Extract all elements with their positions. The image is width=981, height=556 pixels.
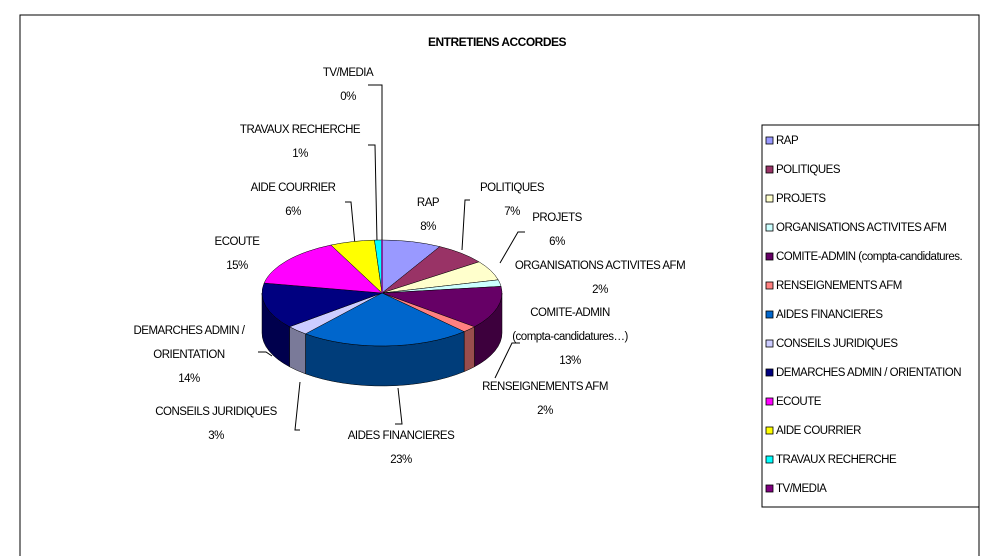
data-label: POLITIQUES 7% bbox=[479, 176, 545, 224]
slice-name: RENSEIGNEMENTS AFM bbox=[482, 381, 608, 393]
slice-percent: 6% bbox=[549, 236, 565, 248]
legend-swatch bbox=[765, 484, 774, 493]
slice-name: ECOUTE bbox=[214, 236, 260, 248]
legend-swatch bbox=[765, 136, 774, 145]
legend-swatch bbox=[765, 281, 774, 290]
slice-percent: 3% bbox=[208, 430, 224, 442]
data-label: AIDES FINANCIERES 23% bbox=[348, 424, 455, 472]
slice-name: DEMARCHES ADMIN / ORIENTATION bbox=[133, 325, 246, 361]
legend-label: COMITE-ADMIN (compta-candidatures. bbox=[776, 251, 963, 263]
legend-label: DEMARCHES ADMIN / ORIENTATION bbox=[776, 367, 961, 379]
slice-name: TV/MEDIA bbox=[322, 67, 374, 79]
legend-label: AIDES FINANCIERES bbox=[776, 309, 883, 321]
slice-percent: 13% bbox=[559, 355, 581, 367]
data-label: CONSEILS JURIDIQUES 3% bbox=[155, 400, 277, 448]
legend-swatch bbox=[765, 455, 774, 464]
data-label: DEMARCHES ADMIN / ORIENTATION 14% bbox=[119, 319, 259, 391]
slice-name: RAP bbox=[416, 197, 440, 209]
legend-label: RAP bbox=[776, 135, 799, 147]
data-label: RAP 8% bbox=[416, 191, 440, 239]
slice-name: POLITIQUES bbox=[479, 182, 545, 194]
slice-percent: 8% bbox=[420, 221, 436, 233]
slice-percent: 15% bbox=[226, 260, 248, 272]
legend-label: ECOUTE bbox=[776, 396, 822, 408]
legend-swatch bbox=[765, 194, 774, 203]
slice-name: COMITE-ADMIN (compta-candidatures…) bbox=[512, 307, 628, 343]
slice-name: TRAVAUX RECHERCHE bbox=[239, 124, 361, 136]
pie-tops bbox=[261, 239, 503, 347]
slice-name: AIDES FINANCIERES bbox=[347, 430, 455, 442]
legend-swatch bbox=[765, 368, 774, 377]
legend-label: PROJETS bbox=[776, 193, 826, 205]
slice bbox=[263, 244, 383, 294]
slice-percent: 6% bbox=[285, 206, 301, 218]
data-label: ECOUTE 15% bbox=[215, 230, 260, 278]
slice bbox=[381, 286, 503, 328]
legend-label: POLITIQUES bbox=[776, 164, 841, 176]
slice-side bbox=[463, 326, 475, 373]
slice-name: PROJETS bbox=[532, 212, 582, 224]
leader-lines bbox=[258, 84, 525, 431]
slice bbox=[261, 282, 383, 328]
legend-box bbox=[761, 124, 980, 508]
slice-percent: 2% bbox=[592, 284, 608, 296]
data-label: RENSEIGNEMENTS AFM 2% bbox=[482, 375, 608, 423]
slice-percent: 7% bbox=[504, 206, 520, 218]
data-label: ORGANISATIONS ACTIVITES AFM 2% bbox=[514, 254, 686, 302]
legend-swatch bbox=[765, 397, 774, 406]
legend-swatch bbox=[765, 223, 774, 232]
slice-percent: 0% bbox=[340, 91, 356, 103]
legend-swatch bbox=[765, 339, 774, 348]
slice-name: AIDE COURRIER bbox=[250, 182, 336, 194]
legend-swatch bbox=[765, 426, 774, 435]
legend-label: RENSEIGNEMENTS AFM bbox=[776, 280, 902, 292]
legend-label: CONSEILS JURIDIQUES bbox=[776, 338, 898, 350]
legend-label: TRAVAUX RECHERCHE bbox=[776, 454, 897, 466]
legend-swatch bbox=[765, 165, 774, 174]
slice bbox=[304, 292, 465, 347]
slice-percent: 14% bbox=[178, 373, 200, 385]
pie-sides bbox=[261, 292, 503, 387]
data-label: COMITE-ADMIN (compta-candidatures…) 13% bbox=[510, 301, 630, 373]
data-label: AIDE COURRIER 6% bbox=[251, 176, 336, 224]
data-label: PROJETS 6% bbox=[532, 206, 582, 254]
slice-percent: 1% bbox=[292, 148, 308, 160]
legend-label: ORGANISATIONS ACTIVITES AFM bbox=[776, 222, 946, 234]
legend-label: AIDE COURRIER bbox=[776, 425, 861, 437]
data-label: TRAVAUX RECHERCHE 1% bbox=[239, 118, 361, 166]
legend-label: TV/MEDIA bbox=[776, 483, 827, 495]
chart-title: ENTRETIENS ACCORDES bbox=[428, 35, 567, 49]
slice-name: CONSEILS JURIDIQUES bbox=[155, 406, 277, 418]
slice-percent: 23% bbox=[390, 454, 412, 466]
slice-side bbox=[289, 326, 306, 375]
legend-swatch bbox=[765, 252, 774, 261]
slice-percent: 2% bbox=[537, 405, 553, 417]
slice-name: ORGANISATIONS ACTIVITES AFM bbox=[514, 260, 686, 272]
data-label: TV/MEDIA 0% bbox=[322, 61, 374, 109]
legend-swatch bbox=[765, 310, 774, 319]
